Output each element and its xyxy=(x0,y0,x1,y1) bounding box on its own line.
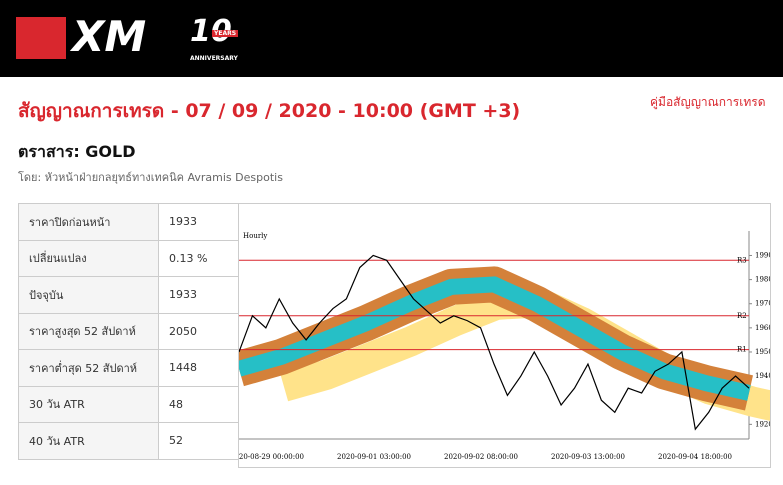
level-label: R2 xyxy=(737,312,747,320)
table-row: ราคาต่ำสุด 52 สัปดาห์ 1448 xyxy=(18,349,239,387)
info-table: ราคาปิดก่อนหน้า 1933 เปลี่ยนแปลง 0.13 % ปัจจ… xyxy=(18,203,239,460)
logo-mark xyxy=(16,17,66,59)
y-tick-label: 1970 xyxy=(755,300,771,308)
x-tick-label: 2020-09-02 08:00:00 xyxy=(444,453,518,461)
label-cell: ราคาสูงสุด 52 สัปดาห์ xyxy=(18,312,159,350)
value-cell: 2050 xyxy=(158,312,239,350)
x-tick-label: 2020-09-03 13:00:00 xyxy=(551,453,625,461)
level-label: R1 xyxy=(737,346,747,354)
channel xyxy=(239,276,751,401)
chart-frame: Hourly 192019301940195019601970198019902… xyxy=(238,203,771,468)
label-cell: เปลี่ยนแปลง xyxy=(18,239,159,277)
value-cell: 1448 xyxy=(158,349,239,387)
value-cell: 52 xyxy=(158,422,239,460)
logo: XM xyxy=(72,12,147,61)
value-cell: 48 xyxy=(158,385,239,423)
x-tick-label: 2020-09-01 03:00:00 xyxy=(337,453,411,461)
label-cell: ราคาต่ำสุด 52 สัปดาห์ xyxy=(18,349,159,387)
table-row: 40 วัน ATR 52 xyxy=(18,422,239,460)
label-cell: 40 วัน ATR xyxy=(18,422,159,460)
level-label: R3 xyxy=(737,256,747,264)
value-cell: 0.13 % xyxy=(158,239,239,277)
label-cell: ราคาปิดก่อนหน้า xyxy=(18,203,159,241)
author: โดย: หัวหน้าฝ่ายกลยุทธ์ทางเทคนิค Avramis… xyxy=(18,171,283,184)
chart: Hourly 192019301940195019601970198019902… xyxy=(239,231,771,461)
table-row: ปัจจุบัน 1933 xyxy=(18,276,239,314)
x-tick-label: 2020-08-29 00:00:00 xyxy=(239,453,304,461)
table-row: เปลี่ยนแปลง 0.13 % xyxy=(18,239,239,277)
table-row: 30 วัน ATR 48 xyxy=(18,385,239,423)
x-tick-label: 2020-09-04 18:00:00 xyxy=(658,453,732,461)
guide-link[interactable]: คู่มือสัญญาณการเทรด xyxy=(650,95,766,109)
instrument: ตราสาร: GOLD xyxy=(18,142,136,161)
chart-title: Hourly xyxy=(243,232,267,240)
header: XM 10 YEARS ANNIVERSARY xyxy=(0,0,783,77)
y-tick-label: 1980 xyxy=(755,276,771,284)
anniversary-word: YEARS xyxy=(212,30,239,37)
label-cell: 30 วัน ATR xyxy=(18,385,159,423)
y-tick-label: 1940 xyxy=(755,372,771,380)
y-tick-label: 1950 xyxy=(755,348,771,356)
anniversary-caption: ANNIVERSARY xyxy=(190,55,238,62)
page-title: สัญญาณการเทรด - 07 / 09 / 2020 - 10:00 (… xyxy=(18,100,521,122)
value-cell: 1933 xyxy=(158,276,239,314)
table-row: ราคาสูงสุด 52 สัปดาห์ 2050 xyxy=(18,312,239,350)
price-line xyxy=(239,254,750,431)
y-tick-label: 1920 xyxy=(755,420,771,428)
value-cell: 1933 xyxy=(158,203,239,241)
y-tick-label: 1960 xyxy=(755,324,771,332)
y-tick-label: 1990 xyxy=(755,251,771,259)
label-cell: ปัจจุบัน xyxy=(18,276,159,314)
table-row: ราคาปิดก่อนหน้า 1933 xyxy=(18,203,239,241)
